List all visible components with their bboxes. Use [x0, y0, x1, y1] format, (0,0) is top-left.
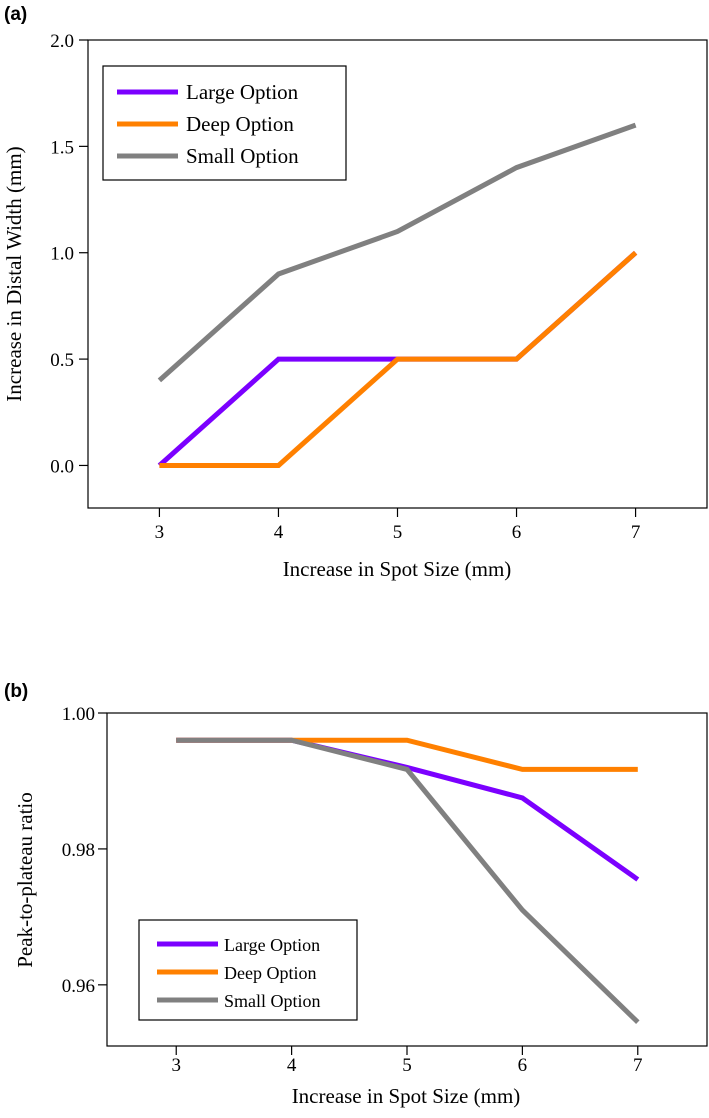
- legend-label: Small Option: [186, 144, 299, 168]
- y-tick-label: 1.0: [50, 244, 74, 265]
- legend-label: Deep Option: [186, 112, 294, 136]
- panel-a-series: [157, 122, 638, 468]
- legend-label: Large Option: [186, 80, 299, 104]
- panel-b-legend: Large Option Deep Option Small Option: [138, 919, 358, 1021]
- x-tick-label: 5: [393, 522, 403, 543]
- series-line-deep-option: [159, 250, 638, 468]
- series-line-small-option: [176, 737, 640, 1024]
- x-tick-label: 7: [631, 522, 641, 543]
- y-tick-label: 1.5: [50, 137, 74, 158]
- panel-b-x-axis-title: Increase in Spot Size (mm): [292, 1084, 521, 1108]
- x-tick-label: 5: [402, 1055, 412, 1076]
- x-tick-label: 4: [287, 1055, 297, 1076]
- panel-b-series: [176, 737, 640, 1024]
- x-tick-label: 3: [155, 522, 165, 543]
- panel-b-label: (b): [4, 681, 28, 702]
- x-tick-label: 6: [518, 1055, 528, 1076]
- y-tick-label: 0.5: [50, 350, 74, 371]
- panel-b-x-ticks: 3 4 5 6 7: [171, 1046, 643, 1076]
- y-tick-label: 0.98: [62, 840, 95, 861]
- panel-a-x-ticks: 3 4 5 6 7: [155, 508, 641, 543]
- series-line-large-option: [176, 737, 640, 882]
- legend-label: Large Option: [224, 935, 320, 955]
- y-tick-label: 1.00: [62, 704, 95, 725]
- panel-b-y-ticks: 0.96 0.98 1.00: [62, 704, 107, 997]
- legend-label: Small Option: [224, 991, 321, 1011]
- panel-a-chart: (a) 3 4 5 6 7 0.0 0.5 1.0 1.5 2.0 Increase in Sp…: [2, 4, 708, 581]
- series-line-small-option: [157, 122, 637, 383]
- panel-a-label: (a): [4, 4, 27, 25]
- panel-a-y-ticks: 0.0 0.5 1.0 1.5 2.0: [50, 31, 88, 477]
- y-tick-label: 0.0: [50, 456, 74, 477]
- x-tick-label: 7: [633, 1055, 643, 1076]
- panel-a-y-axis-title: Increase in Distal Width (mm): [2, 146, 26, 401]
- legend-label: Deep Option: [224, 963, 316, 983]
- x-tick-label: 3: [171, 1055, 181, 1076]
- panel-b-y-axis-title: Peak-to-plateau ratio: [13, 792, 37, 968]
- y-tick-label: 2.0: [50, 31, 74, 52]
- y-tick-label: 0.96: [62, 976, 95, 997]
- panel-a-x-axis-title: Increase in Spot Size (mm): [283, 557, 512, 581]
- panel-a-legend: Large Option Deep Option Small Option: [102, 65, 347, 181]
- panel-b-chart: (b) 3 4 5 6 7 0.96 0.98 1.00 Increase in Spot …: [4, 681, 708, 1108]
- x-tick-label: 4: [274, 522, 284, 543]
- x-tick-label: 6: [512, 522, 522, 543]
